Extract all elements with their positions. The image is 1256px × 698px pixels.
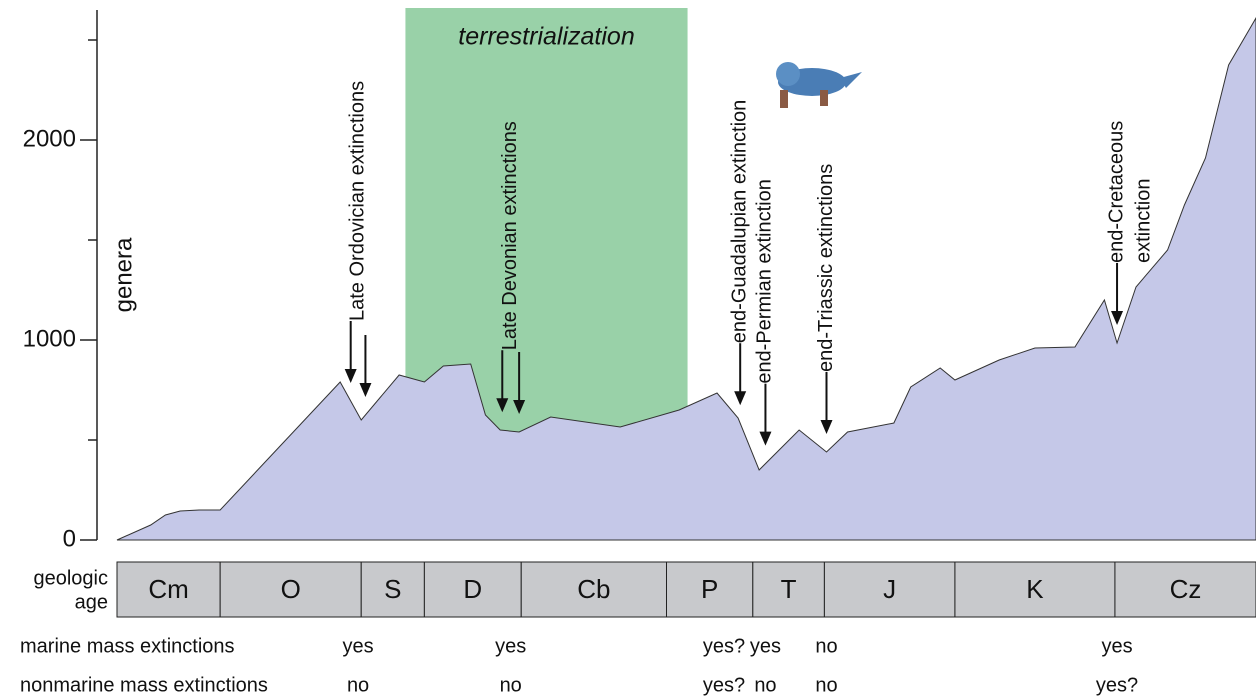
arrow-head — [359, 383, 372, 397]
genera-area — [116, 17, 1256, 541]
nonmarine-status: yes? — [703, 674, 745, 696]
row-label: nonmarine mass extinctions — [20, 674, 268, 696]
extinction-label: end-Permian extinction — [754, 179, 776, 384]
band-label: terrestrialization — [458, 23, 634, 51]
period-label: D — [463, 574, 482, 604]
period-label: J — [883, 574, 896, 604]
period — [1114, 561, 1256, 618]
period-label: Cb — [577, 574, 610, 604]
row-label: marine mass extinctions — [20, 635, 235, 657]
arrow-head — [344, 369, 357, 383]
nonmarine-status: no — [347, 674, 369, 696]
period-label: Cz — [1170, 574, 1202, 604]
period — [665, 561, 754, 618]
extinction-label: Late Devonian extinctions — [499, 121, 521, 350]
marine-status: yes — [1101, 635, 1132, 657]
arrow-head — [820, 420, 833, 434]
nonmarine-status: no — [500, 674, 522, 696]
arrow-head — [759, 431, 772, 446]
marine-status: yes — [750, 635, 781, 657]
period-label: Cm — [148, 574, 188, 604]
y-tick-label: 0 — [63, 525, 76, 552]
period — [423, 561, 522, 618]
marine-status: yes — [495, 635, 526, 657]
arrow-head — [1111, 311, 1124, 325]
period — [116, 561, 221, 618]
y-axis-label: genera — [110, 237, 137, 312]
age-label: geologic — [33, 567, 108, 589]
period — [954, 561, 1116, 618]
period-label: O — [281, 574, 301, 604]
extinction-label: end-Cretaceous — [1105, 121, 1127, 263]
period-label: K — [1026, 574, 1044, 604]
y-tick-label: 1000 — [23, 325, 76, 352]
marine-status: yes — [343, 635, 374, 657]
arrow-head — [496, 398, 509, 413]
extinction-label: extinction — [1132, 179, 1154, 264]
age-label: age — [75, 591, 108, 613]
nonmarine-status: no — [815, 674, 837, 696]
extinction-label: Late Ordovician extinctions — [346, 81, 368, 321]
arrow-head — [513, 400, 526, 414]
arrow-head — [734, 391, 747, 406]
marine-status: no — [815, 635, 837, 657]
extinction-label: end-Triassic extinctions — [815, 164, 837, 372]
nonmarine-status: yes? — [1096, 674, 1138, 696]
nonmarine-status: no — [754, 674, 776, 696]
period — [752, 561, 825, 618]
period — [219, 561, 362, 618]
marine-status: yes? — [703, 635, 745, 657]
extinction-label: end-Guadalupian extinction — [728, 100, 750, 344]
period — [360, 561, 425, 618]
period-label: S — [384, 574, 401, 604]
period-label: T — [781, 574, 797, 604]
critter-icon — [776, 62, 862, 108]
y-tick-label: 2000 — [23, 125, 76, 152]
period — [823, 561, 956, 618]
period-label: P — [701, 574, 718, 604]
period — [520, 561, 667, 618]
